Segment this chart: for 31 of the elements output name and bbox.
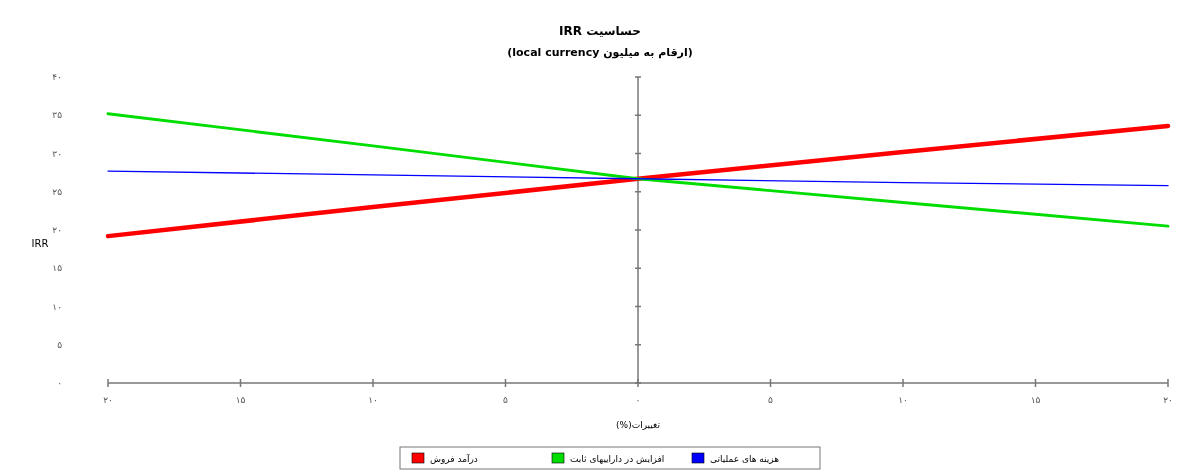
legend-item: افزایش در داراییهای ثابت	[551, 452, 665, 464]
legend-label: افزایش در داراییهای ثابت	[570, 454, 665, 464]
x-tick-label: ۱۰	[368, 395, 378, 405]
legend-label: هزینه های عملیاتی	[710, 454, 780, 464]
x-tick-label: ۰	[635, 395, 641, 405]
x-tick-label: ۵	[503, 395, 509, 405]
legend-label: درآمد فروش	[430, 453, 478, 464]
y-tick-label: ۴۰	[52, 72, 62, 82]
line-series	[107, 170, 1169, 187]
y-tick-label: ۳۵	[52, 110, 63, 121]
x-tick-label: ۲۰	[103, 395, 113, 405]
y-tick-label: ۲۵	[52, 186, 63, 197]
y-tick-label: ۳۰	[52, 148, 62, 159]
x-tick-label: ۱۰	[898, 395, 908, 405]
x-tick-label: ۵	[768, 395, 774, 405]
y-tick-label: ۱۵	[52, 263, 63, 274]
y-tick-label: ۰	[57, 378, 62, 388]
legend-item: درآمد فروش	[411, 452, 478, 464]
x-tick-label: ۱۵	[1030, 395, 1041, 405]
chart-subtitle: (ارقام به میلیون local currency)	[507, 46, 693, 59]
line-series	[105, 123, 1171, 239]
x-tick-label: ۲۰	[1163, 395, 1173, 405]
x-axis-title: تغییرات(%)	[616, 420, 661, 430]
y-tick-label: ۱۰	[52, 301, 62, 312]
line-series	[106, 112, 1170, 228]
chart-title: حساسیت IRR	[559, 24, 641, 38]
x-tick-label: ۱۵	[235, 395, 246, 405]
legend-item: هزینه های عملیاتی	[691, 452, 780, 464]
y-axis-title: IRR	[31, 238, 49, 249]
y-tick-label: ۲۰	[52, 225, 62, 235]
y-tick-label: ۵	[57, 339, 63, 350]
